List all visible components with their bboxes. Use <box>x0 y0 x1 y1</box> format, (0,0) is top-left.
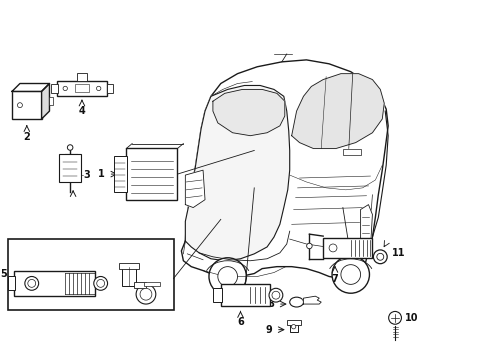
Bar <box>143 282 160 286</box>
Polygon shape <box>185 85 289 261</box>
Circle shape <box>97 279 104 287</box>
Text: 10: 10 <box>404 313 418 323</box>
Bar <box>8 239 173 310</box>
Circle shape <box>376 253 383 260</box>
Circle shape <box>140 288 152 300</box>
Bar <box>119 263 139 269</box>
Circle shape <box>291 324 295 329</box>
Text: 8: 8 <box>266 299 273 309</box>
Text: 5: 5 <box>0 269 7 279</box>
Circle shape <box>208 258 246 295</box>
Circle shape <box>331 256 369 293</box>
Bar <box>75 85 89 93</box>
Bar <box>221 284 269 306</box>
Bar <box>77 73 87 81</box>
Bar <box>114 156 127 192</box>
Polygon shape <box>185 170 204 208</box>
Polygon shape <box>212 89 284 136</box>
Circle shape <box>340 265 360 284</box>
Bar <box>14 271 95 296</box>
Circle shape <box>25 276 39 290</box>
Circle shape <box>268 288 282 302</box>
Polygon shape <box>12 84 49 91</box>
Bar <box>51 84 58 93</box>
Polygon shape <box>303 296 321 304</box>
Circle shape <box>63 86 67 91</box>
Text: 2: 2 <box>23 132 30 142</box>
Polygon shape <box>291 74 384 148</box>
Polygon shape <box>181 60 387 278</box>
Circle shape <box>67 145 73 150</box>
Bar <box>126 148 177 200</box>
Bar <box>289 322 297 332</box>
Bar <box>122 267 136 286</box>
Circle shape <box>28 279 36 287</box>
Polygon shape <box>360 204 372 249</box>
Text: 6: 6 <box>237 317 244 327</box>
Circle shape <box>388 311 401 324</box>
Bar <box>342 149 360 156</box>
Ellipse shape <box>289 297 303 307</box>
Text: 4: 4 <box>79 106 85 116</box>
Bar <box>12 91 41 119</box>
Text: 1: 1 <box>98 169 104 179</box>
Circle shape <box>271 291 279 299</box>
Text: 3: 3 <box>83 170 89 180</box>
Bar <box>8 276 15 290</box>
Circle shape <box>96 86 101 91</box>
Circle shape <box>18 103 22 108</box>
Text: 7: 7 <box>331 274 338 284</box>
Circle shape <box>94 276 107 290</box>
Circle shape <box>217 267 237 286</box>
Text: 11: 11 <box>391 248 405 258</box>
Circle shape <box>328 244 336 252</box>
Bar <box>212 288 222 302</box>
Circle shape <box>306 243 311 249</box>
Bar <box>49 97 53 105</box>
Circle shape <box>136 284 156 304</box>
Bar <box>57 81 106 96</box>
Bar <box>134 282 145 288</box>
Text: 9: 9 <box>264 325 271 335</box>
Bar <box>106 84 113 93</box>
Bar <box>286 320 300 325</box>
Polygon shape <box>41 84 49 119</box>
Bar <box>59 154 81 182</box>
Bar <box>323 238 372 258</box>
Circle shape <box>373 250 386 264</box>
